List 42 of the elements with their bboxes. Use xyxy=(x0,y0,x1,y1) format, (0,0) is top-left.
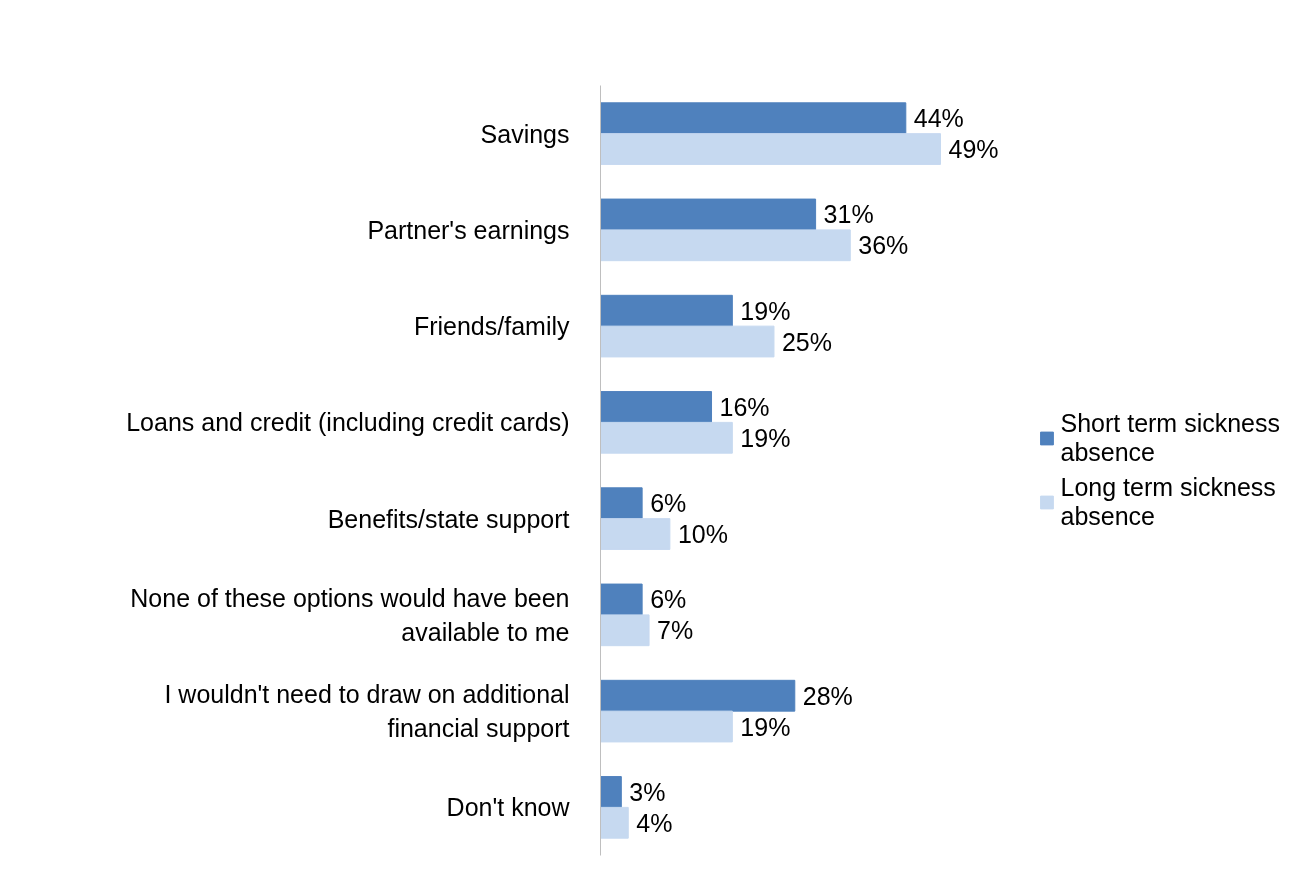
y-tick-label: Benefits/state support xyxy=(327,504,570,533)
data-label: 4% xyxy=(636,808,673,837)
data-label: 6% xyxy=(650,489,687,518)
bar xyxy=(600,229,851,262)
data-label: 6% xyxy=(650,585,687,614)
data-label: 19% xyxy=(740,712,791,741)
bar xyxy=(600,806,629,839)
data-label: 16% xyxy=(719,392,770,421)
y-tick-label: I wouldn't need to draw on additional financial support xyxy=(164,680,570,742)
data-label: 31% xyxy=(823,200,874,229)
data-label: 7% xyxy=(657,616,694,645)
bar xyxy=(600,679,796,712)
legend-label: Long term sickness absence xyxy=(1060,473,1276,531)
bar xyxy=(600,487,643,520)
data-label: 19% xyxy=(740,423,791,452)
data-label: 49% xyxy=(948,135,999,164)
bar xyxy=(600,391,713,423)
bar xyxy=(600,102,907,135)
data-label: 25% xyxy=(781,327,833,356)
bar xyxy=(600,518,671,550)
bar xyxy=(600,294,733,327)
bar xyxy=(600,198,817,231)
y-tick-label: Partner's earnings xyxy=(367,215,570,244)
y-tick-label: Loans and credit (including credit cards) xyxy=(126,408,570,437)
data-label: 28% xyxy=(802,681,853,710)
bar xyxy=(600,710,733,743)
legend-label: Short term sickness absence xyxy=(1060,409,1280,467)
bar xyxy=(600,614,650,647)
bar xyxy=(600,133,941,165)
bar xyxy=(600,583,643,616)
y-tick-label: Don't know xyxy=(446,793,571,822)
bar xyxy=(600,325,775,358)
data-label: 3% xyxy=(629,777,666,806)
bar xyxy=(600,421,733,454)
y-tick-label: Friends/family xyxy=(413,312,570,341)
data-label: 19% xyxy=(740,296,791,325)
data-label: 44% xyxy=(913,104,964,133)
y-tick-label: Savings xyxy=(480,119,570,148)
data-label: 36% xyxy=(858,231,909,260)
y-tick-label: None of these options would have been available to me xyxy=(130,584,570,646)
data-label: 10% xyxy=(677,520,728,549)
bar xyxy=(600,776,622,808)
